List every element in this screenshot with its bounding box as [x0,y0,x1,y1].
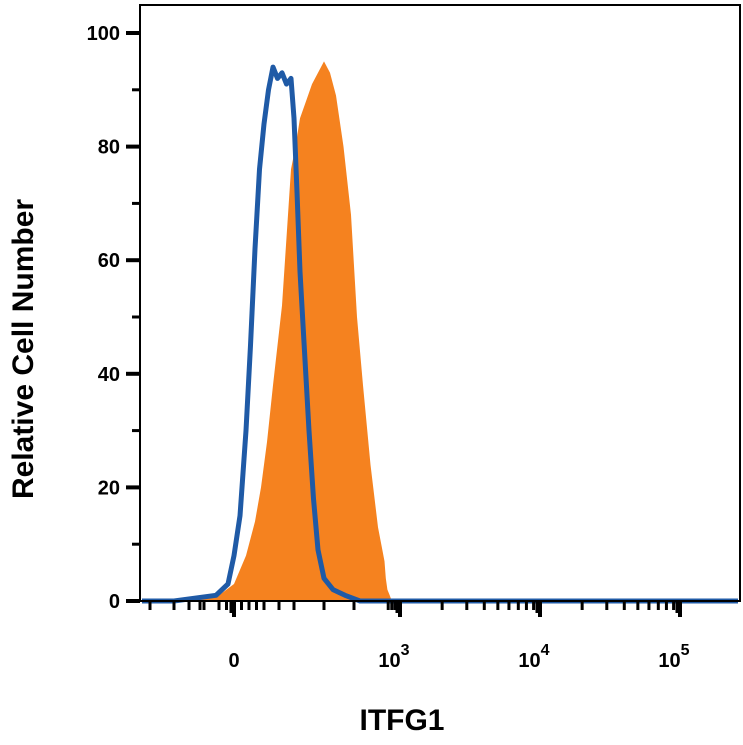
x-tick-label: 103 [378,642,409,672]
x-tick-exponent: 4 [541,642,550,659]
x-tick-exponent: 3 [401,642,410,659]
x-tick-exponent: 5 [681,642,690,659]
y-tick-label: 40 [98,364,120,386]
y-tick-labels: 0 20 40 60 80 100 [87,23,120,613]
x-tick-label: 104 [518,642,549,672]
x-tick-labels: 0 103 104 105 [228,642,689,672]
series-layer [142,61,738,604]
y-tick-label: 20 [98,477,120,499]
x-tick-label: 0 [228,650,239,672]
axes-layer [126,4,741,617]
series-filled-histogram [189,61,395,601]
y-axis-title: Relative Cell Number [7,199,40,499]
x-axis-title: ITFG1 [359,704,444,737]
y-tick-label: 60 [98,250,120,272]
x-tick-label: 105 [658,642,689,672]
y-tick-label: 0 [109,591,120,613]
y-tick-label: 80 [98,137,120,159]
y-tick-label: 100 [87,23,120,45]
series-outline-histogram [142,64,738,604]
plot-frame [139,4,741,602]
